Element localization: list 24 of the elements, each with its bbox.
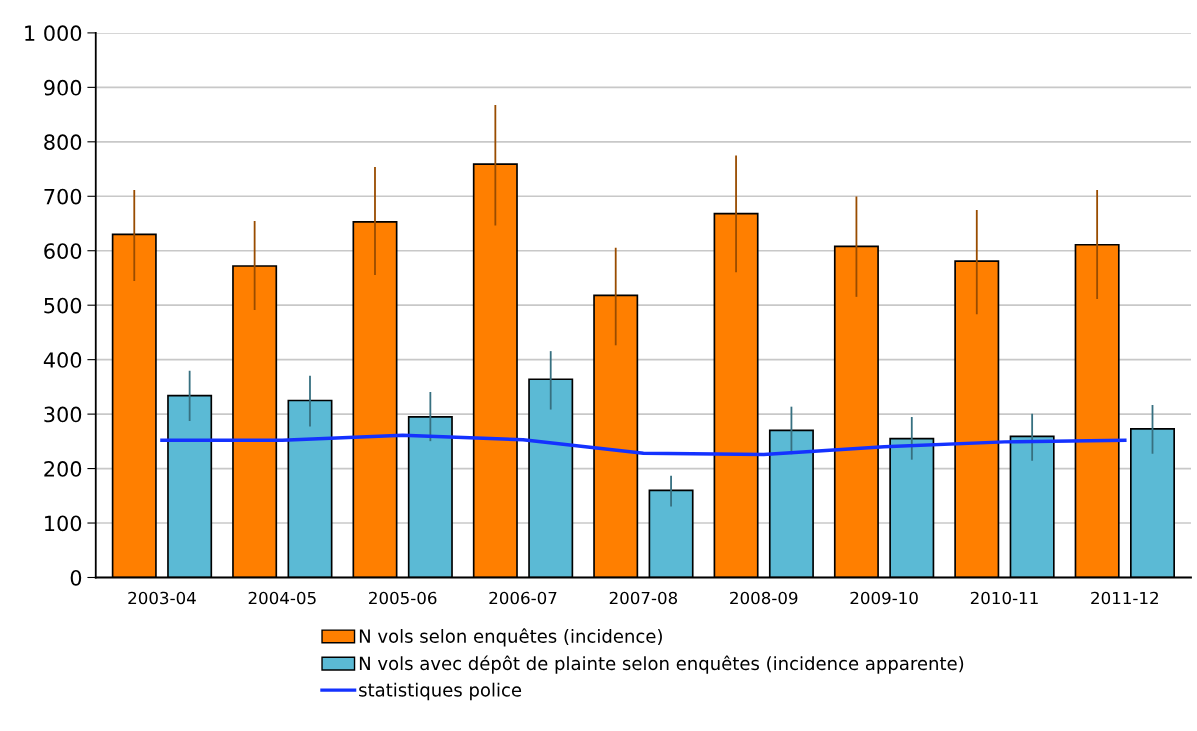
y-tick-label: 300	[44, 406, 82, 423]
x-tick-label: 2006-07	[489, 591, 557, 605]
x-tick-label: 2005-06	[369, 591, 437, 605]
line-series	[160, 433, 1127, 457]
y-tick-label: 200	[44, 461, 82, 477]
legend-label: N vols selon enquêtes (incidence)	[359, 628, 662, 647]
legend-label: statistiques police	[359, 682, 522, 701]
y-tick-label: 400	[43, 352, 82, 368]
x-tick-label: 2011-12	[1091, 591, 1158, 605]
x-tick-label: 2009-10	[850, 591, 918, 605]
y-tick-label: 0	[70, 569, 82, 586]
x-tick-label: 2007-08	[609, 591, 678, 605]
y-tick-label: 100	[45, 515, 82, 532]
y-tick-label: 800	[44, 134, 82, 151]
x-tick-label: 2010-11	[970, 591, 1038, 605]
x-tick-label: 2008-09	[730, 591, 798, 605]
y-tick-label: 1 000	[25, 25, 82, 42]
legend-label: N vols avec dépôt de plainte selon enquêtes (incidence apparente)	[359, 655, 964, 674]
x-tick-label: 2004-05	[248, 591, 316, 605]
y-tick-label: 700	[44, 188, 82, 205]
y-tick-label: 900	[44, 79, 82, 96]
y-tick-label: 500	[44, 297, 82, 314]
y-tick-label: 600	[44, 243, 82, 259]
x-tick-label: 2003-04	[128, 591, 196, 605]
